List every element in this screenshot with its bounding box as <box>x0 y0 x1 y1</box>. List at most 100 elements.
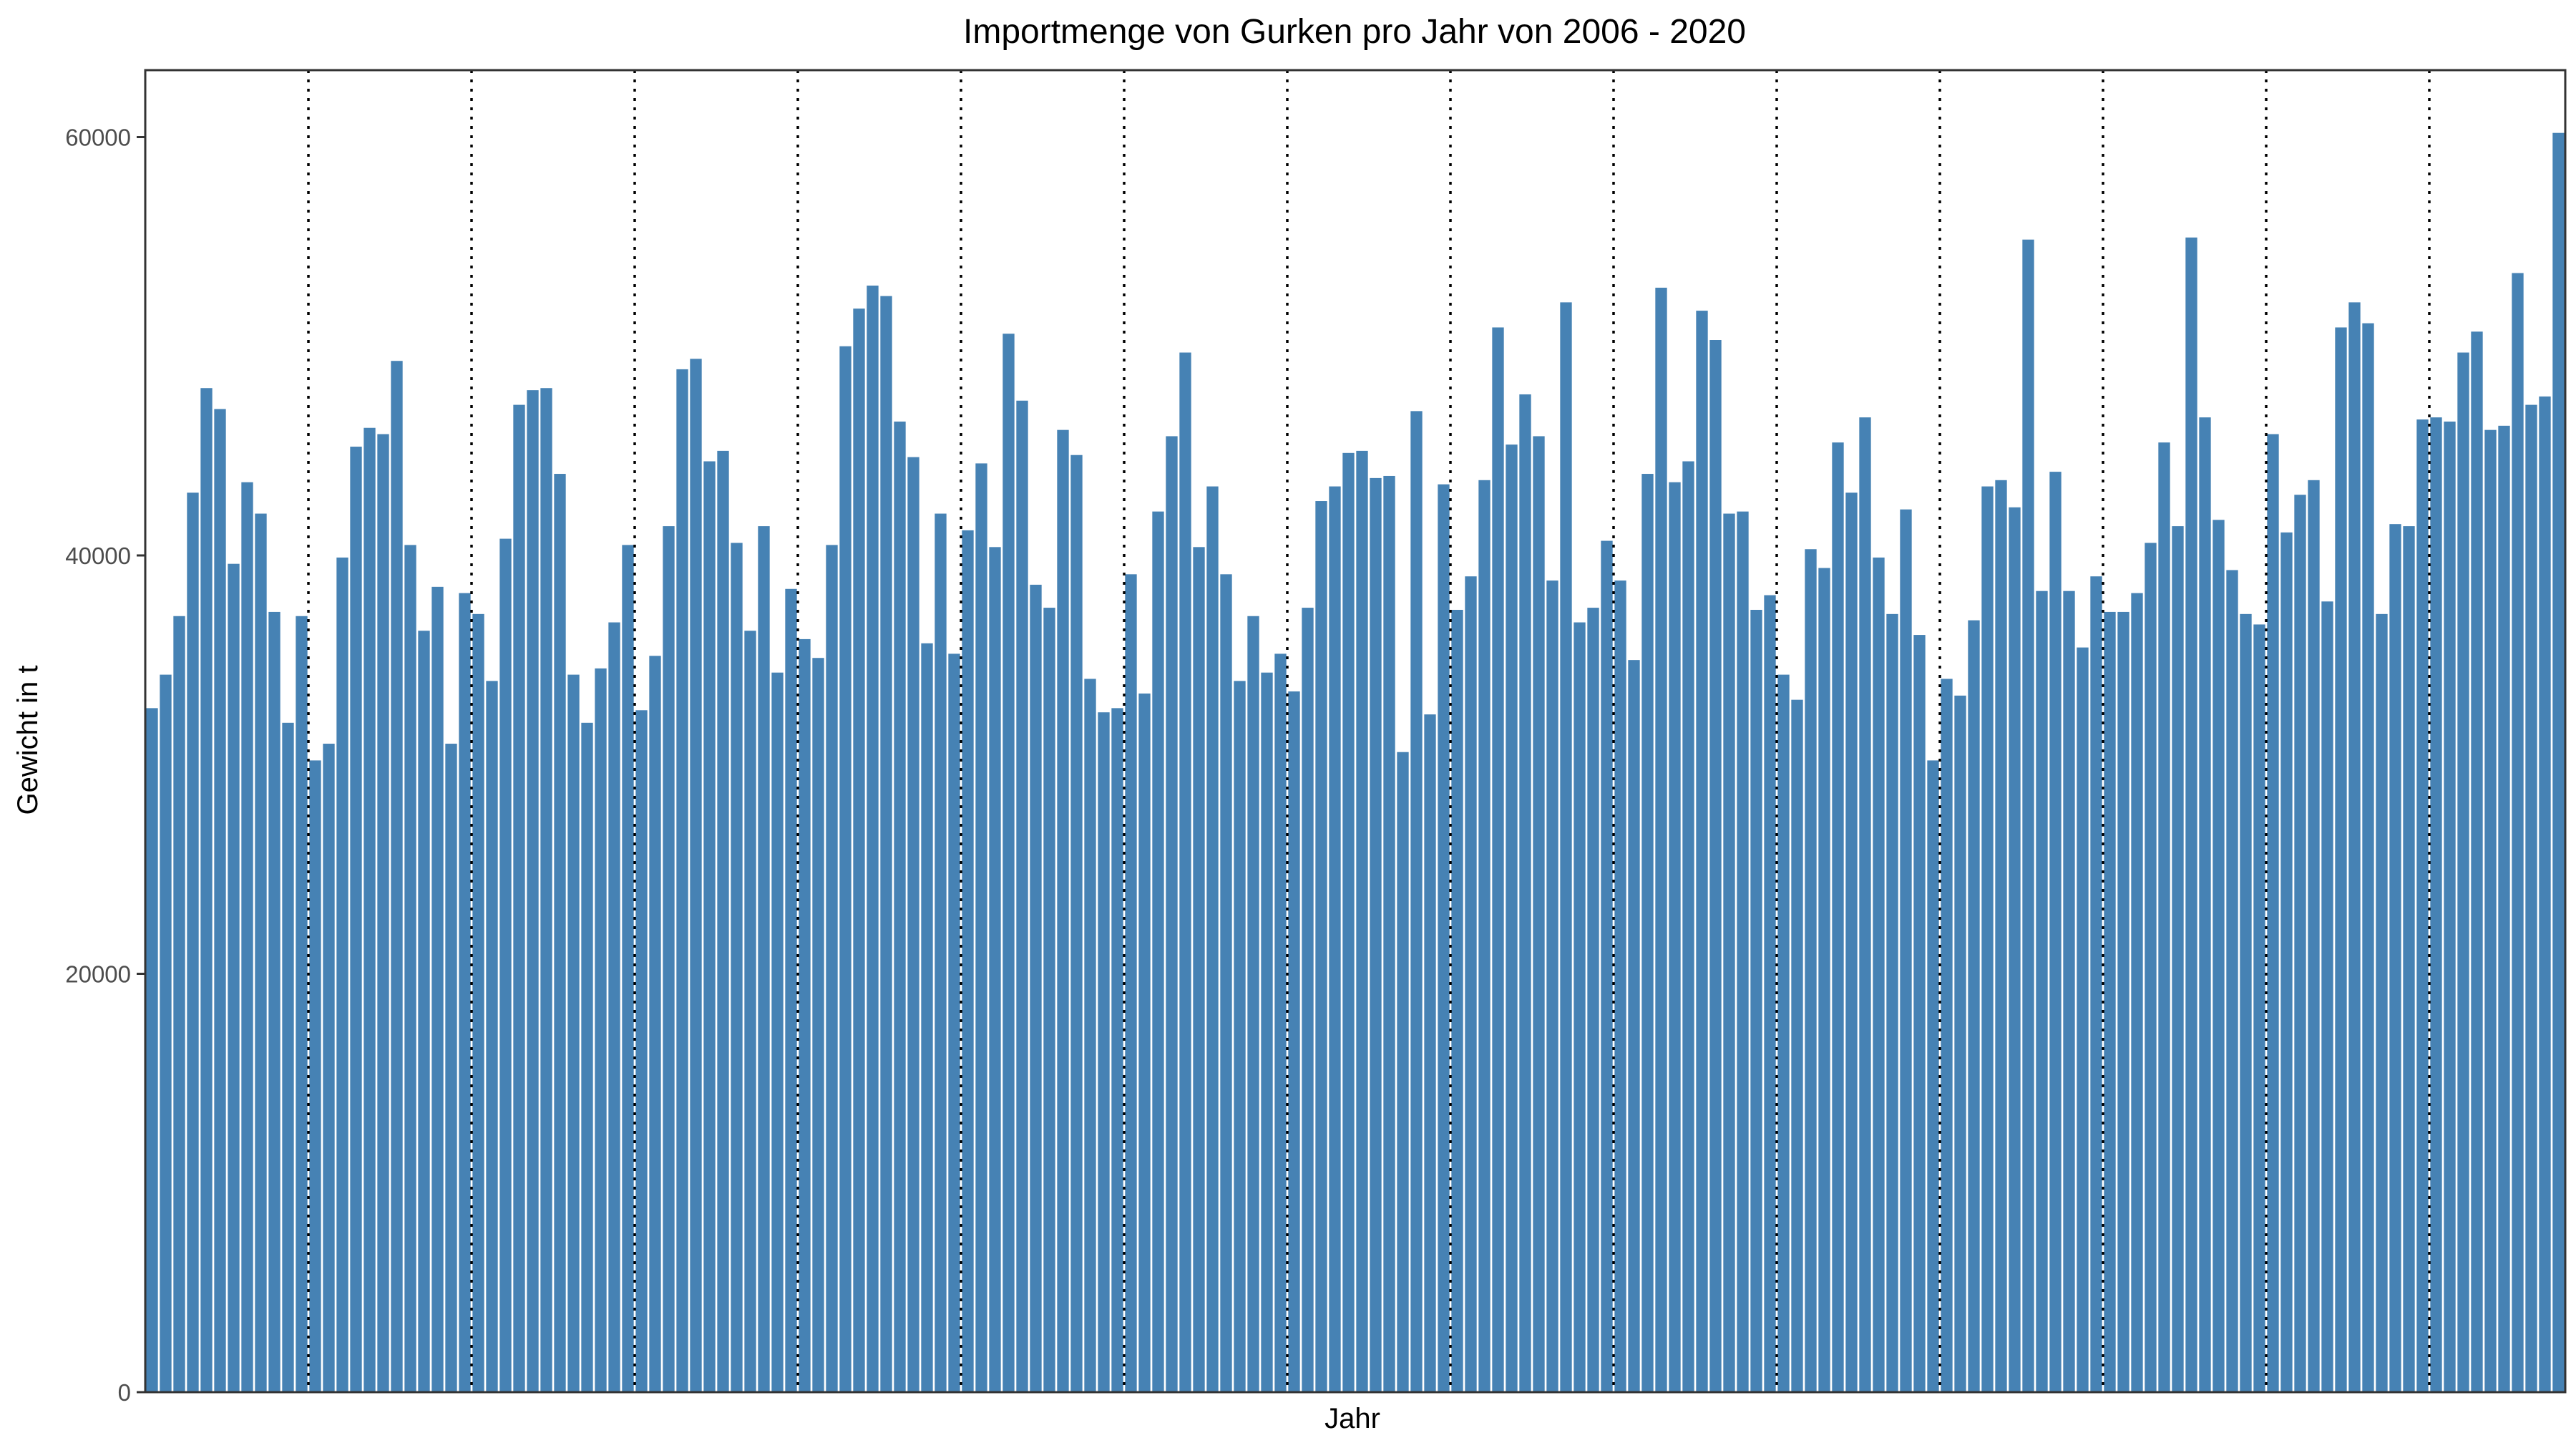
bar <box>2416 419 2429 1392</box>
bar <box>1370 477 1382 1392</box>
bar <box>880 296 892 1392</box>
bar <box>2049 472 2062 1392</box>
bar <box>1981 486 1994 1392</box>
bar <box>2185 237 2197 1392</box>
bar <box>296 616 308 1392</box>
bar <box>2036 591 2048 1393</box>
bar <box>1002 334 1015 1393</box>
bar <box>2348 302 2361 1392</box>
y-tick-label: 20000 <box>65 961 131 988</box>
bar <box>649 656 661 1392</box>
bar <box>1383 475 1395 1393</box>
bar <box>391 361 403 1393</box>
bar <box>1805 549 1817 1392</box>
bar <box>527 390 539 1392</box>
bar <box>744 631 756 1392</box>
bar <box>1397 752 1409 1392</box>
bar <box>282 722 294 1392</box>
bar <box>731 543 743 1392</box>
bar <box>758 526 770 1392</box>
bar <box>1913 635 1926 1392</box>
y-axis-label: Gewicht in t <box>12 666 44 815</box>
bar <box>2539 396 2551 1393</box>
bar <box>1288 691 1300 1392</box>
bar <box>2063 591 2075 1393</box>
bar <box>676 369 688 1393</box>
bar <box>1315 501 1327 1392</box>
bar <box>1709 340 1722 1392</box>
bar <box>1166 436 1178 1393</box>
bar <box>1954 695 1966 1392</box>
bar <box>907 457 919 1393</box>
bar <box>1519 394 1531 1392</box>
bar <box>2022 239 2034 1393</box>
bar <box>1329 486 1341 1392</box>
y-axis: 0 20000 40000 60000 <box>65 125 145 1406</box>
bar <box>2389 524 2401 1393</box>
bar <box>1968 620 1980 1392</box>
bar <box>1574 622 1586 1392</box>
bar <box>1832 442 1844 1393</box>
bar <box>1886 613 1898 1392</box>
bar <box>2212 520 2225 1392</box>
bar <box>513 404 525 1392</box>
bar <box>1614 580 1626 1392</box>
bar <box>2226 570 2238 1392</box>
bar <box>2294 495 2306 1392</box>
bar <box>2199 417 2211 1392</box>
bar <box>2240 613 2252 1392</box>
bar <box>1859 417 1871 1392</box>
bar <box>1750 610 1762 1392</box>
bar <box>214 409 226 1393</box>
bar <box>1927 760 1939 1392</box>
bar <box>2145 543 2157 1392</box>
bar <box>323 744 335 1392</box>
bar <box>1818 568 1830 1392</box>
y-tick-label: 60000 <box>65 125 131 151</box>
bar <box>459 593 471 1392</box>
bar <box>377 434 389 1392</box>
bar <box>989 547 1001 1392</box>
bar <box>1601 540 1613 1392</box>
bar <box>418 631 430 1392</box>
bar <box>1220 574 1232 1392</box>
bar <box>948 653 960 1392</box>
bar <box>1111 708 1123 1392</box>
bar <box>839 346 852 1392</box>
bar <box>1138 693 1151 1392</box>
bar <box>486 681 498 1392</box>
bar <box>241 482 253 1392</box>
bar <box>799 638 811 1393</box>
bar <box>540 388 552 1392</box>
bar <box>935 513 947 1392</box>
bar <box>975 463 987 1393</box>
bar <box>867 286 879 1392</box>
bar <box>364 427 376 1392</box>
bar <box>2308 480 2320 1392</box>
bar <box>1546 580 1558 1392</box>
bar <box>1356 450 1368 1392</box>
bar <box>2552 132 2565 1392</box>
chart-title: Importmenge von Gurken pro Jahr von 2006… <box>963 13 1746 51</box>
bar <box>1669 482 1681 1392</box>
bar <box>1193 547 1205 1392</box>
bar <box>2253 624 2265 1393</box>
bar <box>1438 484 1450 1392</box>
bar <box>309 760 321 1392</box>
bar <box>2104 611 2116 1393</box>
bar <box>1845 492 1858 1392</box>
x-axis-label: Jahr <box>1324 1403 1380 1434</box>
bar <box>1587 608 1599 1392</box>
plot-frame <box>144 69 2567 1394</box>
bar <box>2131 593 2143 1392</box>
bar <box>1873 557 1885 1393</box>
bar <box>1737 511 1749 1392</box>
bar <box>921 643 933 1392</box>
bar <box>1098 712 1110 1392</box>
bar <box>1261 672 1273 1392</box>
bar <box>1560 302 1572 1392</box>
bar <box>2117 611 2129 1393</box>
bar <box>1777 674 1790 1392</box>
bar <box>2335 327 2347 1393</box>
